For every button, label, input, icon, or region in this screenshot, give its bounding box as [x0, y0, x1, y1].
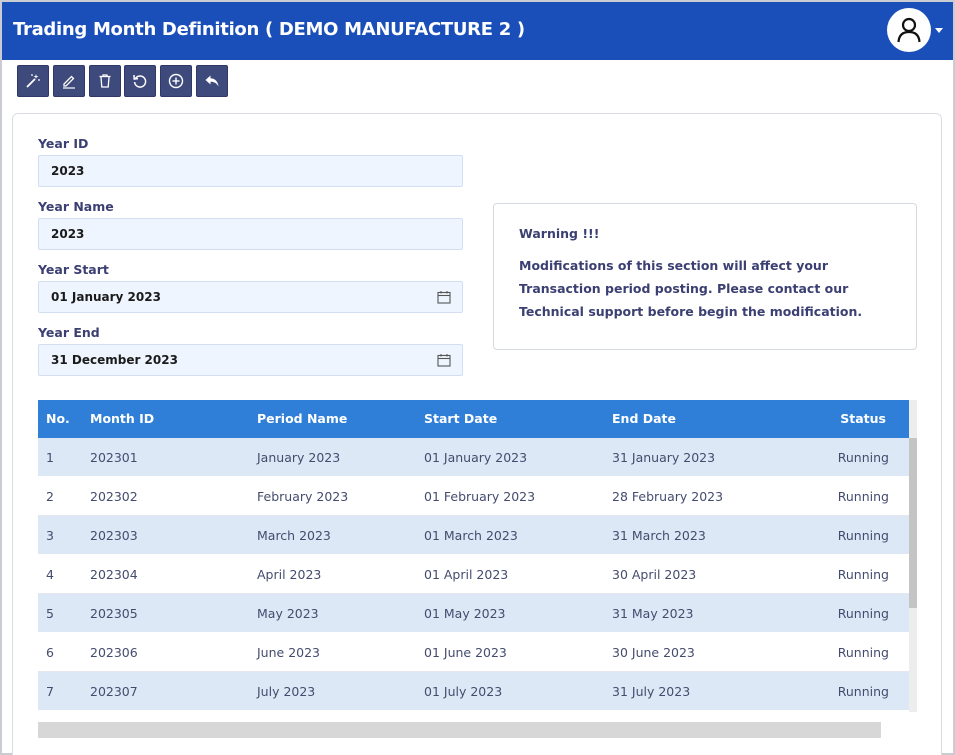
vertical-scrollbar-thumb[interactable]	[909, 438, 917, 608]
cell-no: 2	[46, 489, 54, 504]
year-id-field[interactable]: 2023	[38, 155, 463, 187]
cell-period-name: June 2023	[257, 645, 321, 660]
year-name-label: Year Name	[38, 199, 114, 214]
cell-end-date: 30 June 2023	[612, 645, 695, 660]
cell-status: Running	[837, 684, 889, 699]
cell-status: Running	[837, 450, 889, 465]
cell-no: 4	[46, 567, 54, 582]
cell-period-name: March 2023	[257, 528, 331, 543]
cell-month-id: 202307	[90, 684, 138, 699]
cell-month-id: 202306	[90, 645, 138, 660]
reply-icon	[205, 75, 219, 87]
cell-period-name: May 2023	[257, 606, 319, 621]
table-row[interactable]: 7 202307 July 2023 01 July 2023 31 July …	[38, 672, 909, 711]
col-no[interactable]: No.	[46, 411, 70, 426]
cell-no: 1	[46, 450, 54, 465]
cell-start-date: 01 January 2023	[424, 450, 528, 465]
cell-status: Running	[837, 606, 889, 621]
col-status[interactable]: Status	[840, 411, 886, 426]
delete-button[interactable]	[89, 65, 121, 97]
cell-status: Running	[837, 528, 889, 543]
cell-start-date: 01 June 2023	[424, 645, 507, 660]
calendar-icon[interactable]	[437, 290, 451, 304]
cell-end-date: 31 July 2023	[612, 684, 691, 699]
refresh-icon	[133, 74, 147, 88]
cell-period-name: January 2023	[257, 450, 341, 465]
back-button[interactable]	[196, 65, 228, 97]
cell-end-date: 31 May 2023	[612, 606, 694, 621]
year-name-field[interactable]: 2023	[38, 218, 463, 250]
magic-wand-icon	[26, 74, 40, 88]
cell-start-date: 01 April 2023	[424, 567, 509, 582]
table-row[interactable]: 1 202301 January 2023 01 January 2023 31…	[38, 438, 909, 477]
col-month-id[interactable]: Month ID	[90, 411, 155, 426]
trash-icon	[99, 74, 111, 88]
chevron-down-icon[interactable]	[935, 28, 943, 33]
table-header: No. Month ID Period Name Start Date End …	[38, 400, 909, 438]
calendar-icon[interactable]	[437, 353, 451, 367]
cell-no: 5	[46, 606, 54, 621]
cell-month-id: 202301	[90, 450, 138, 465]
year-start-value: 01 January 2023	[51, 290, 161, 304]
magic-wand-button[interactable]	[17, 65, 49, 97]
cell-end-date: 31 January 2023	[612, 450, 716, 465]
cell-end-date: 28 February 2023	[612, 489, 724, 504]
cell-month-id: 202304	[90, 567, 138, 582]
page-title: Trading Month Definition ( DEMO MANUFACT…	[13, 19, 525, 40]
cell-status: Running	[837, 489, 889, 504]
warning-panel: Warning !!! Modifications of this sectio…	[493, 203, 917, 350]
year-id-value: 2023	[51, 164, 85, 178]
cell-start-date: 01 May 2023	[424, 606, 506, 621]
cell-period-name: April 2023	[257, 567, 322, 582]
year-name-value: 2023	[51, 227, 85, 241]
horizontal-scrollbar[interactable]	[38, 722, 881, 738]
cell-status: Running	[837, 645, 889, 660]
table-row[interactable]: 2 202302 February 2023 01 February 2023 …	[38, 477, 909, 516]
cell-end-date: 30 April 2023	[612, 567, 697, 582]
cell-status: Running	[837, 567, 889, 582]
cell-start-date: 01 July 2023	[424, 684, 503, 699]
year-start-field[interactable]: 01 January 2023	[38, 281, 463, 313]
table-row[interactable]: 3 202303 March 2023 01 March 2023 31 Mar…	[38, 516, 909, 555]
table-row[interactable]: 6 202306 June 2023 01 June 2023 30 June …	[38, 633, 909, 672]
add-button[interactable]	[160, 65, 192, 97]
year-end-value: 31 December 2023	[51, 353, 178, 367]
refresh-button[interactable]	[124, 65, 156, 97]
user-icon	[897, 17, 921, 43]
user-avatar[interactable]	[887, 8, 931, 52]
cell-no: 3	[46, 528, 54, 543]
cell-end-date: 31 March 2023	[612, 528, 706, 543]
col-period-name[interactable]: Period Name	[257, 411, 348, 426]
edit-button[interactable]	[53, 65, 85, 97]
table-row[interactable]: 4 202304 April 2023 01 April 2023 30 Apr…	[38, 555, 909, 594]
warning-title: Warning !!!	[519, 226, 600, 241]
cell-no: 6	[46, 645, 54, 660]
table-row[interactable]: 5 202305 May 2023 01 May 2023 31 May 202…	[38, 594, 909, 633]
cell-month-id: 202302	[90, 489, 138, 504]
year-end-label: Year End	[38, 325, 100, 340]
year-id-label: Year ID	[38, 136, 89, 151]
cell-period-name: February 2023	[257, 489, 349, 504]
cell-start-date: 01 March 2023	[424, 528, 518, 543]
app-header: Trading Month Definition ( DEMO MANUFACT…	[2, 2, 953, 60]
cell-start-date: 01 February 2023	[424, 489, 536, 504]
cell-month-id: 202305	[90, 606, 138, 621]
cell-no: 7	[46, 684, 54, 699]
pencil-icon	[63, 75, 75, 89]
cell-month-id: 202303	[90, 528, 138, 543]
warning-text: Modifications of this section will affec…	[519, 258, 863, 319]
cell-period-name: July 2023	[257, 684, 316, 699]
year-start-label: Year Start	[38, 262, 109, 277]
col-start-date[interactable]: Start Date	[424, 411, 498, 426]
plus-circle-icon	[168, 73, 184, 89]
col-end-date[interactable]: End Date	[612, 411, 677, 426]
year-end-field[interactable]: 31 December 2023	[38, 344, 463, 376]
